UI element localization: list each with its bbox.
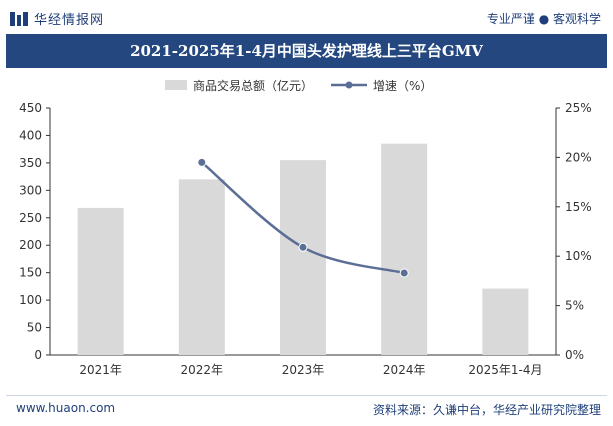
- growth-point: [399, 268, 409, 278]
- y-left-tick-label: 50: [27, 321, 42, 335]
- y-left-tick-label: 200: [19, 238, 42, 252]
- growth-point: [298, 242, 308, 252]
- bar: [178, 179, 225, 355]
- bar: [77, 207, 124, 355]
- bar: [280, 160, 326, 355]
- footer-divider: [6, 395, 607, 396]
- legend-line-marker: [345, 81, 353, 89]
- y-right-tick-label: 25%: [565, 101, 592, 115]
- brand[interactable]: 华经情报网: [10, 9, 104, 28]
- chart-title: 2021-2025年1-4月中国头发护理线上三平台GMV: [6, 34, 607, 68]
- y-right-tick-label: 10%: [565, 249, 592, 263]
- x-tick-label: 2025年1-4月: [468, 363, 542, 377]
- x-tick-label: 2021年: [79, 363, 122, 377]
- legend-line-label: 增速（%）: [373, 79, 432, 93]
- y-left-tick-label: 400: [19, 128, 42, 142]
- y-left-tick-label: 450: [19, 101, 42, 115]
- brand-name: 华经情报网: [34, 13, 105, 28]
- y-right-tick-label: 0%: [565, 348, 584, 362]
- y-left-tick-label: 100: [19, 293, 42, 307]
- legend-bar-swatch: [165, 80, 187, 90]
- footer-source: 资料来源：久谦中台，华经产业研究院整理: [372, 403, 601, 417]
- x-tick-label: 2024年: [383, 363, 426, 377]
- growth-point: [197, 157, 207, 167]
- chart: 商品交易总额（亿元） 增速（%） 0 50 100 150 200 250 300 350 400 4…: [19, 78, 592, 377]
- footer-url[interactable]: www.huaon.com: [16, 401, 116, 415]
- legend-bar-label: 商品交易总额（亿元）: [193, 78, 313, 93]
- y-left-tick-label: 150: [19, 266, 42, 280]
- y-left-tick-label: 300: [19, 183, 42, 197]
- bar: [482, 288, 529, 355]
- y-left-tick-label: 0: [34, 348, 42, 362]
- brand-logo-icon: [10, 11, 28, 26]
- y-left-tick-label: 350: [19, 156, 42, 170]
- top-header: 华经情报网 专业严谨 ● 客观科学: [0, 0, 613, 34]
- y-right-tick-label: 15%: [565, 200, 592, 214]
- x-tick-label: 2023年: [282, 363, 325, 377]
- bar: [381, 143, 428, 355]
- y-right-tick-label: 20%: [565, 150, 592, 164]
- x-tick-label: 2022年: [181, 363, 224, 377]
- y-left-tick-label: 250: [19, 211, 42, 225]
- tagline: 专业严谨 ● 客观科学: [486, 12, 601, 26]
- y-right-tick-label: 5%: [565, 299, 584, 313]
